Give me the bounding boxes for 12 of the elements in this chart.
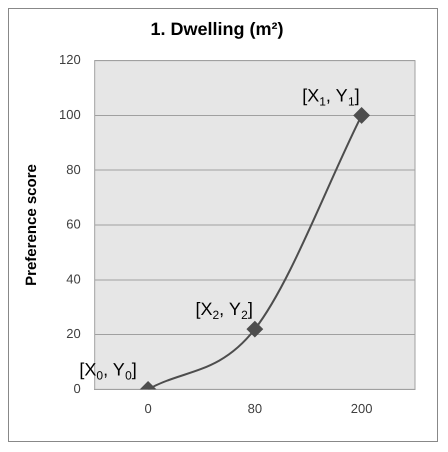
x-tick-label: 0: [144, 400, 152, 416]
y-tick-label: 0: [73, 380, 81, 396]
y-tick-label: 80: [66, 162, 81, 177]
chart-title: 1. Dwelling (m²): [150, 18, 284, 39]
y-axis-title: Preference score: [23, 164, 40, 286]
y-tick-label: 100: [58, 106, 81, 122]
y-tick-label: 60: [66, 216, 81, 232]
x-tick-label: 80: [248, 400, 262, 416]
y-tick-label: 120: [58, 52, 81, 68]
x-tick-label: 200: [350, 400, 372, 416]
y-tick-label: 20: [66, 326, 81, 342]
y-tick-label: 40: [66, 271, 81, 286]
